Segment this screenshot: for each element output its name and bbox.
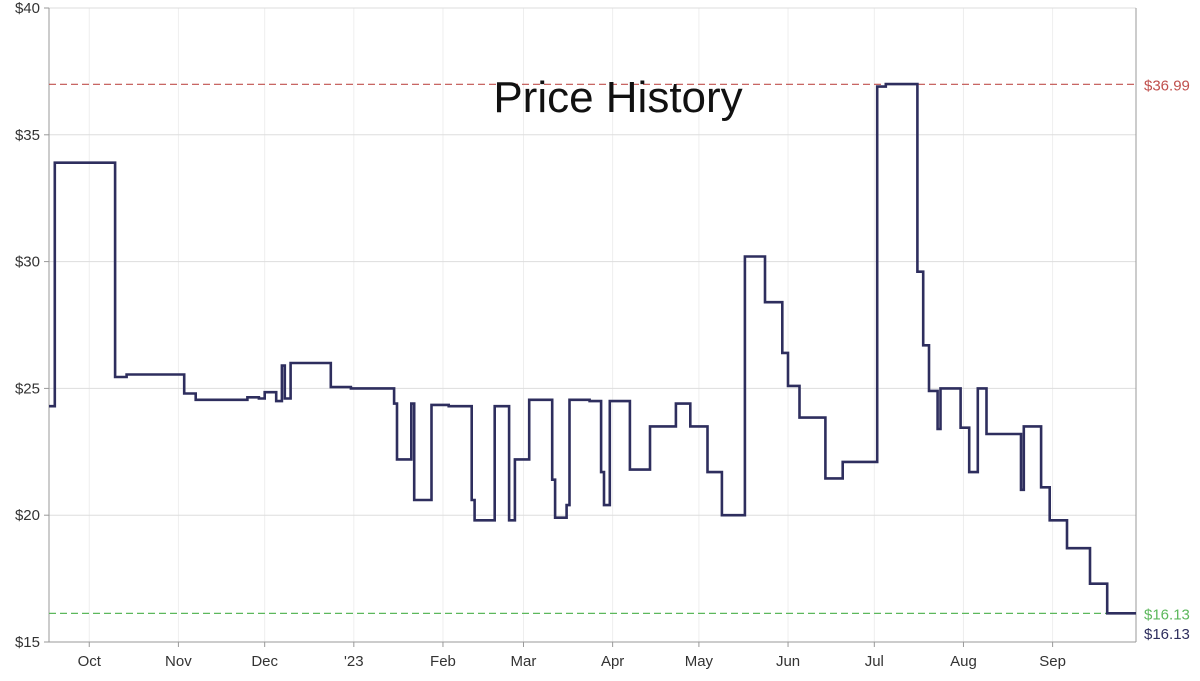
y-tick-label: $25 <box>15 380 40 397</box>
y-tick-label: $30 <box>15 254 40 271</box>
x-tick-label: Nov <box>165 653 192 670</box>
current-price-label: $16.13 <box>1144 626 1190 643</box>
x-tick-label: Sep <box>1039 653 1066 670</box>
lowest-price-label: $16.13 <box>1144 606 1190 623</box>
x-tick-label: Mar <box>511 653 537 670</box>
vertical-gridlines <box>88 8 1054 642</box>
reference-lines: $36.99 $16.13 <box>49 77 1190 623</box>
x-axis-ticks: Oct Nov Dec '23 Feb Mar Apr May Jun Jul Aug Sep <box>78 642 1066 670</box>
y-tick-label: $15 <box>15 634 40 651</box>
x-tick-label: May <box>685 653 714 670</box>
x-tick-label: Feb <box>430 653 456 670</box>
series-layer <box>49 82 1136 615</box>
x-tick-label: Jun <box>776 653 800 670</box>
x-tick-label: Oct <box>78 653 102 670</box>
x-tick-label: Apr <box>601 653 624 670</box>
y-axis-ticks: $15 $20 $25 $30 $35 $40 <box>15 0 49 651</box>
x-tick-label: Aug <box>950 653 977 670</box>
highest-price-label: $36.99 <box>1144 77 1190 94</box>
y-tick-label: $40 <box>15 0 40 17</box>
y-tick-label: $20 <box>15 507 40 524</box>
x-tick-label: Dec <box>251 653 278 670</box>
chart-title: Price History <box>493 73 742 122</box>
price-series-line <box>49 82 1136 615</box>
y-tick-label: $35 <box>15 127 40 144</box>
x-tick-label: Jul <box>865 653 884 670</box>
x-tick-label: '23 <box>344 653 364 670</box>
